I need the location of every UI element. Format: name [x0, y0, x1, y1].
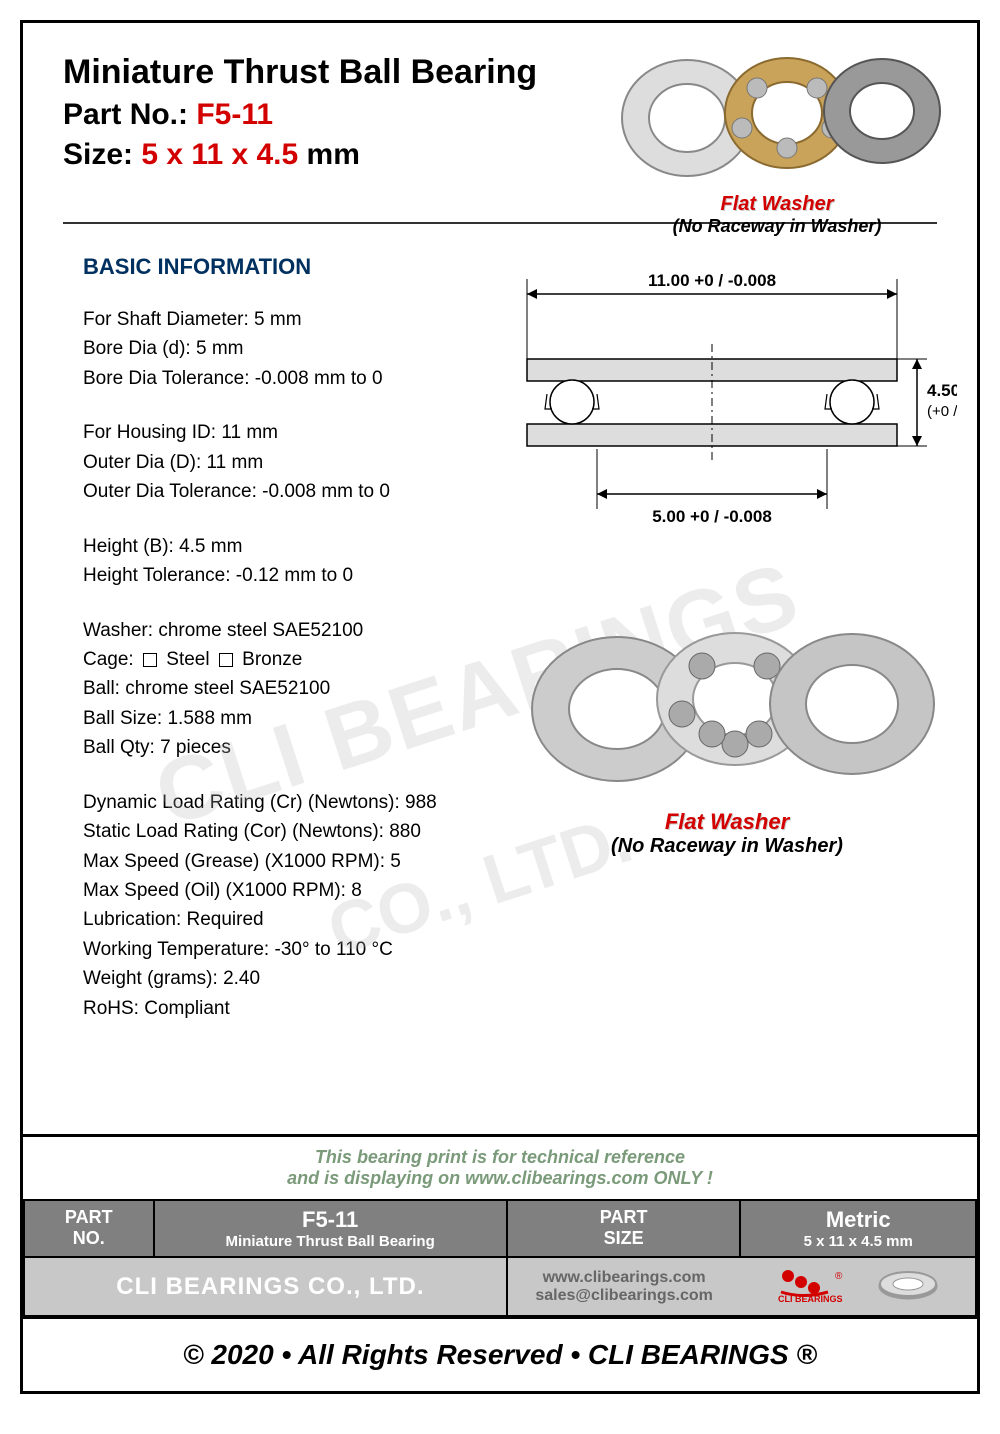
content-product-image: Flat Washer (No Raceway in Washer) [497, 604, 957, 858]
info-table: PART NO. F5-11 Miniature Thrust Ball Bea… [23, 1199, 977, 1317]
website: www.clibearings.com [518, 1269, 731, 1287]
checkbox-steel [143, 653, 157, 667]
company-name: CLI BEARINGS CO., LTD. [24, 1257, 507, 1316]
cage-opt-bronze: Bronze [242, 649, 302, 670]
raceway-label-2: (No Raceway in Washer) [497, 835, 957, 858]
dim-top: 11.00 +0 / -0.008 [648, 271, 776, 290]
part-no-label: PART NO. [24, 1200, 154, 1257]
header-section: Miniature Thrust Ball Bearing Part No.: … [23, 23, 977, 182]
washer-label-red-2: Flat Washer [497, 809, 957, 835]
size-value: 5 x 11 x 4.5 [141, 138, 298, 171]
header-product-image: Flat Washer (No Raceway in Washer) [607, 43, 947, 237]
size-unit: mm [307, 138, 360, 171]
part-no-cell: F5-11 Miniature Thrust Ball Bearing [154, 1200, 507, 1257]
technical-diagram: 11.00 +0 / -0.008 4. [497, 264, 957, 544]
part-size-value: Metric [751, 1207, 965, 1233]
bearing-photo-top-icon [607, 43, 947, 193]
part-label: Part No.: [63, 98, 188, 131]
part-size-label: PART SIZE [507, 1200, 741, 1257]
part-no-sub: Miniature Thrust Ball Bearing [165, 1233, 496, 1250]
svg-text:4.50: 4.50 [927, 381, 957, 400]
part-size-cell: Metric 5 x 11 x 4.5 mm [740, 1200, 976, 1257]
spec-temp: Working Temperature: -30° to 110 °C [83, 935, 937, 964]
spec-rohs: RoHS: Compliant [83, 994, 937, 1023]
ref-line-1: This bearing print is for technical refe… [23, 1147, 977, 1168]
bearing-photo-bottom-icon [517, 604, 937, 804]
page-frame: Miniature Thrust Ball Bearing Part No.: … [20, 20, 980, 1394]
footer-section: This bearing print is for technical refe… [23, 1134, 977, 1391]
diagram-svg-icon: 11.00 +0 / -0.008 4. [497, 264, 957, 544]
copyright-line: © 2020 • All Rights Reserved • CLI BEARI… [23, 1317, 977, 1391]
company-logo-icon: CLI BEARINGS ® [773, 1264, 943, 1304]
part-value: F5-11 [196, 98, 273, 131]
spec-height-tol: Height Tolerance: -0.12 mm to 0 [83, 561, 937, 590]
spec-weight: Weight (grams): 2.40 [83, 964, 937, 993]
part-no-value: F5-11 [165, 1207, 496, 1233]
spec-lub: Lubrication: Required [83, 905, 937, 934]
svg-text:®: ® [835, 1271, 843, 1282]
email: sales@clibearings.com [518, 1287, 731, 1305]
content-area: CLI BEARINGS CO., LTD. BASIC INFORMATION… [23, 224, 977, 1068]
reference-notice: This bearing print is for technical refe… [23, 1134, 977, 1199]
svg-text:5.00 +0 / -0.008: 5.00 +0 / -0.008 [652, 507, 772, 526]
spec-max-oil: Max Speed (Oil) (X1000 RPM): 8 [83, 876, 937, 905]
cage-opt-steel: Steel [166, 649, 209, 670]
ref-line-2: and is displaying on www.clibearings.com… [23, 1168, 977, 1189]
cage-label: Cage: [83, 649, 134, 670]
logo-cell: CLI BEARINGS ® [740, 1257, 976, 1316]
size-label: Size: [63, 138, 133, 171]
contact-info: www.clibearings.com sales@clibearings.co… [507, 1257, 741, 1316]
svg-text:(+0 / -0.12): (+0 / -0.12) [927, 403, 957, 420]
checkbox-bronze [219, 653, 233, 667]
svg-text:CLI BEARINGS: CLI BEARINGS [778, 1294, 843, 1304]
washer-label-red: Flat Washer [607, 193, 947, 216]
part-size-sub: 5 x 11 x 4.5 mm [751, 1233, 965, 1250]
